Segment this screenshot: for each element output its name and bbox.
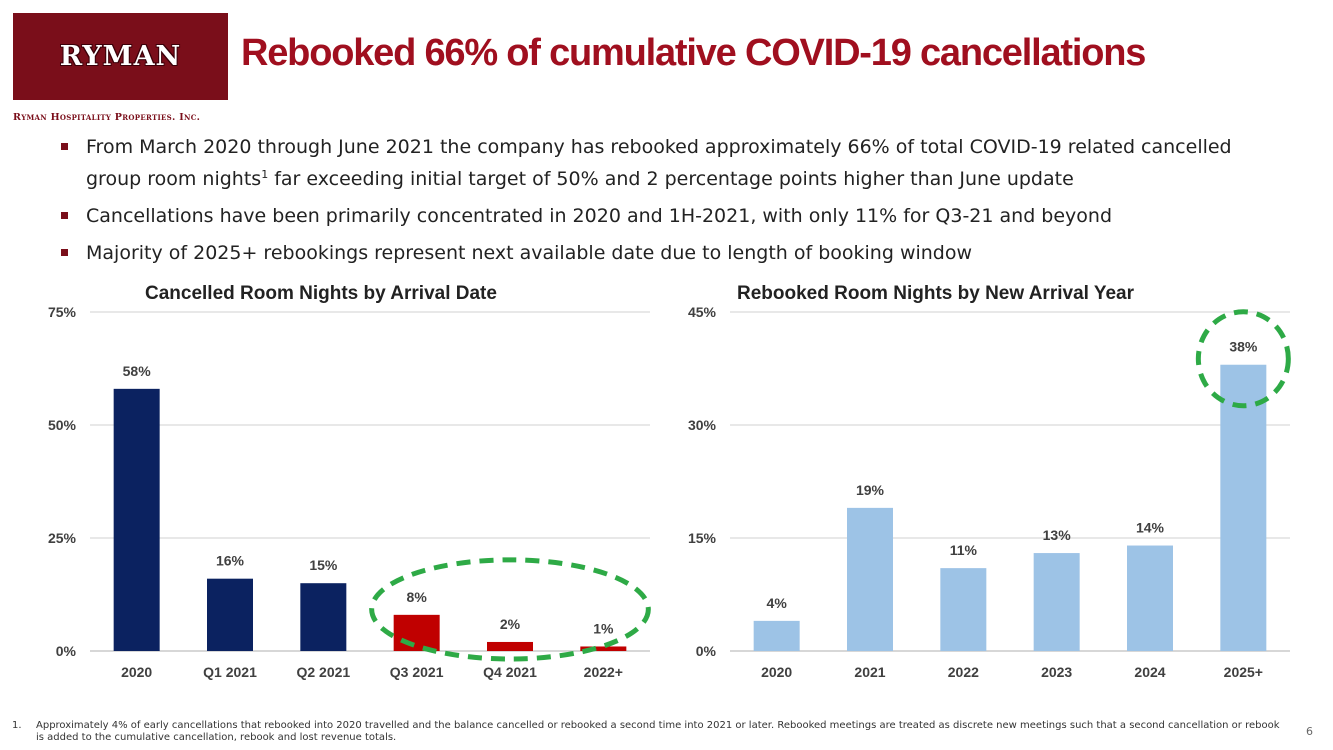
bullet-square-icon [61,249,68,256]
cancelled-highlight-ellipse [369,557,651,662]
bullet-square-icon [61,143,68,150]
cancelled-ytick-label: 0% [56,643,77,659]
cancelled-value-label: 58% [123,363,152,379]
slide-title: Rebooked 66% of cumulative COVID-19 canc… [241,32,1146,74]
bullet-square-icon [61,212,68,219]
rebooked-value-label: 13% [1043,527,1072,543]
rebooked-bar [1220,364,1267,651]
cancelled-value-label: 1% [593,620,614,636]
rebooked-bar [847,507,893,651]
footnote-number: 1. [12,720,22,731]
cancelled-value-label: 16% [216,553,245,569]
rebooked-category-label: 2021 [854,664,885,680]
cancelled-bar [487,641,533,651]
rebooked-bar [1127,545,1173,651]
rebooked-bar [1033,553,1080,651]
bullet-item: From March 2020 through June 2021 the co… [58,133,1288,193]
cancelled-category-label: 2020 [121,664,152,680]
rebooked-ytick-label: 30% [688,417,717,433]
rebooked-category-label: 2022 [948,664,979,680]
bullet-text: Cancellations have been primarily concen… [86,205,1113,227]
bullet-item: Cancellations have been primarily concen… [58,202,1288,230]
cancelled-ytick-label: 50% [48,417,77,433]
cancelled-value-label: 15% [309,557,338,573]
rebooked-ytick-label: 0% [696,643,717,659]
rebooked-bar [753,620,800,651]
rebooked-category-label: 2024 [1134,664,1165,680]
chart-title-rebooked: Rebooked Room Nights by New Arrival Year [737,283,1134,304]
rebooked-value-label: 4% [767,595,788,611]
rebooked-value-label: 11% [950,542,978,558]
cancelled-category-label: Q3 2021 [390,664,444,680]
rebooked-value-label: 38% [1229,339,1258,355]
rebooked-category-label: 2025+ [1224,664,1263,680]
cancelled-bar [393,614,440,651]
footnote-text: Approximately 4% of early cancellations … [36,720,1280,743]
rebooked-category-label: 2020 [761,664,792,680]
cancelled-category-label: 2022+ [584,664,623,680]
cancelled-bar [207,578,253,651]
cancelled-category-label: Q2 2021 [296,664,350,680]
logo-wordmark: RYMAN [59,41,182,72]
cancelled-value-label: 8% [407,589,428,605]
rebooked-ytick-label: 15% [688,530,717,546]
cancelled-bar [113,388,160,651]
footnote: 1. Approximately 4% of early cancellatio… [12,720,1282,744]
cancelled-bar [300,583,347,651]
bullet-text: From March 2020 through June 2021 the co… [86,136,1232,190]
cancelled-bar [580,646,627,651]
ryman-logo: RYMAN [13,13,228,100]
bullet-text: Majority of 2025+ rebookings represent n… [86,242,973,264]
bullet-item: Majority of 2025+ rebookings represent n… [58,239,1288,267]
logo-subtitle: Ryman Hospitality Properties. Inc. [13,112,201,123]
page-number: 6 [1306,725,1313,738]
cancelled-ytick-label: 75% [48,304,77,320]
chart-title-cancelled: Cancelled Room Nights by Arrival Date [145,283,497,304]
cancelled-value-label: 2% [500,616,521,632]
rebooked-bar [940,568,987,651]
bullet-text-continued: far exceeding initial target of 50% and … [268,168,1074,190]
footnote-marker: 1 [261,168,269,181]
rebooked-category-label: 2023 [1041,664,1072,680]
bullet-list: From March 2020 through June 2021 the co… [58,133,1288,276]
cancelled-category-label: Q1 2021 [203,664,257,680]
rebooked-highlight-ellipse [1195,309,1291,409]
rebooked-value-label: 19% [856,482,885,498]
rebooked-value-label: 14% [1136,520,1165,536]
cancelled-ytick-label: 25% [48,530,77,546]
cancelled-category-label: Q4 2021 [483,664,537,680]
rebooked-ytick-label: 45% [688,304,717,320]
